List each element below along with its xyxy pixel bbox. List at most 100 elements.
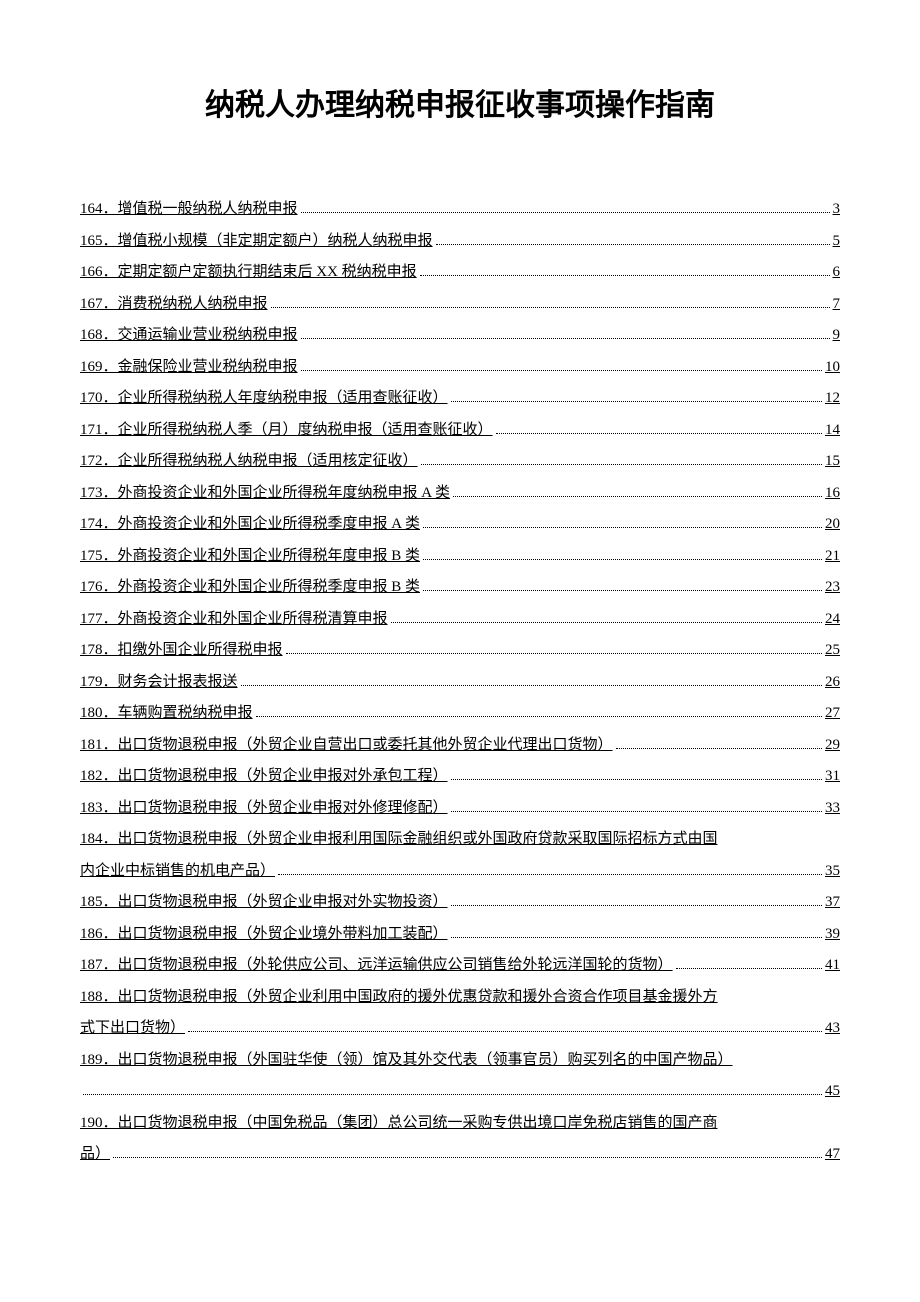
- toc-entry[interactable]: 186．出口货物退税申报（外贸企业境外带料加工装配） 39: [80, 919, 840, 951]
- toc-leader-dots: [451, 937, 822, 938]
- toc-leader-dots: [421, 464, 822, 465]
- toc-page-number: 39: [825, 919, 840, 951]
- toc-entry-label: 179．财务会计报表报送: [80, 667, 238, 699]
- toc-entry[interactable]: 167．消费税纳税人纳税申报 7: [80, 289, 840, 321]
- toc-leader-dots: [453, 496, 822, 497]
- toc-page-number: 41: [825, 950, 840, 982]
- toc-leader-dots: [301, 370, 822, 371]
- toc-entry-label: 166．定期定额户定额执行期结束后 XX 税纳税申报: [80, 257, 417, 289]
- toc-leader-dots: [241, 685, 822, 686]
- toc-leader-dots: [423, 559, 822, 560]
- toc-entry-label: 169．金融保险业营业税纳税申报: [80, 352, 298, 384]
- toc-entry[interactable]: 182．出口货物退税申报（外贸企业申报对外承包工程）31: [80, 761, 840, 793]
- toc-entry-label-cont: 式下出口货物）: [80, 1013, 185, 1045]
- toc-entry-label: 175．外商投资企业和外国企业所得税年度申报 B 类: [80, 541, 420, 573]
- toc-entry[interactable]: 176．外商投资企业和外国企业所得税季度申报 B 类 23: [80, 572, 840, 604]
- toc-entry-label: 181．出口货物退税申报（外贸企业自营出口或委托其他外贸企业代理出口货物）: [80, 730, 613, 762]
- toc-entry-label: 180．车辆购置税纳税申报: [80, 698, 253, 730]
- toc-leader-dots: [436, 244, 830, 245]
- toc-entry-label: 173．外商投资企业和外国企业所得税年度纳税申报 A 类: [80, 478, 450, 510]
- toc-entry[interactable]: 166．定期定额户定额执行期结束后 XX 税纳税申报 6: [80, 257, 840, 289]
- toc-entry[interactable]: 190．出口货物退税申报（中国免税品（集团）总公司统一采购专供出境口岸免税店销售…: [80, 1108, 840, 1171]
- toc-leader-dots: [451, 401, 822, 402]
- toc-entry-label: 172．企业所得税纳税人纳税申报（适用核定征收）: [80, 446, 418, 478]
- toc-entry[interactable]: 180．车辆购置税纳税申报 27: [80, 698, 840, 730]
- toc-entry-label: 168．交通运输业营业税纳税申报: [80, 320, 298, 352]
- toc-entry-label: 190．出口货物退税申报（中国免税品（集团）总公司统一采购专供出境口岸免税店销售…: [80, 1108, 840, 1140]
- toc-entry[interactable]: 165．增值税小规模（非定期定额户）纳税人纳税申报5: [80, 226, 840, 258]
- toc-leader-dots: [113, 1157, 822, 1158]
- toc-leader-dots: [391, 622, 822, 623]
- toc-leader-dots: [83, 1094, 822, 1095]
- toc-page-number: 35: [825, 856, 840, 888]
- toc-page-number: 37: [825, 887, 840, 919]
- toc-page-number: 25: [825, 635, 840, 667]
- toc-leader-dots: [451, 779, 822, 780]
- toc-entry[interactable]: 173．外商投资企业和外国企业所得税年度纳税申报 A 类 16: [80, 478, 840, 510]
- toc-entry[interactable]: 164．增值税一般纳税人纳税申报 3: [80, 194, 840, 226]
- toc-page-number: 21: [825, 541, 840, 573]
- toc-leader-dots: [616, 748, 822, 749]
- toc-leader-dots: [278, 874, 822, 875]
- toc-leader-dots: [301, 212, 830, 213]
- toc-page-number: 24: [825, 604, 840, 636]
- toc-leader-dots: [301, 338, 830, 339]
- toc-entry-label: 178．扣缴外国企业所得税申报: [80, 635, 283, 667]
- toc-page-number: 6: [833, 257, 841, 289]
- toc-entry-label-cont: 品）: [80, 1139, 110, 1171]
- toc-entry[interactable]: 179．财务会计报表报送26: [80, 667, 840, 699]
- toc-entry-label: 164．增值税一般纳税人纳税申报: [80, 194, 298, 226]
- toc-entry[interactable]: 177．外商投资企业和外国企业所得税清算申报 24: [80, 604, 840, 636]
- toc-leader-dots: [188, 1031, 822, 1032]
- toc-entry-label: 176．外商投资企业和外国企业所得税季度申报 B 类: [80, 572, 420, 604]
- toc-page-number: 43: [825, 1013, 840, 1045]
- toc-entry[interactable]: 183．出口货物退税申报（外贸企业申报对外修理修配） 33: [80, 793, 840, 825]
- toc-entry[interactable]: 175．外商投资企业和外国企业所得税年度申报 B 类 21: [80, 541, 840, 573]
- toc-entry[interactable]: 188．出口货物退税申报（外贸企业利用中国政府的援外优惠贷款和援外合资合作项目基…: [80, 982, 840, 1045]
- toc-entry[interactable]: 172．企业所得税纳税人纳税申报（适用核定征收） 15: [80, 446, 840, 478]
- toc-page-number: 16: [825, 478, 840, 510]
- toc-page-number: 29: [825, 730, 840, 762]
- toc-leader-dots: [496, 433, 822, 434]
- table-of-contents: 164．增值税一般纳税人纳税申报 3165．增值税小规模（非定期定额户）纳税人纳税…: [80, 194, 840, 1171]
- toc-leader-dots: [420, 275, 830, 276]
- toc-leader-dots: [256, 716, 822, 717]
- toc-entry[interactable]: 189．出口货物退税申报（外国驻华使（领）馆及其外交代表（领事官员）购买列名的中…: [80, 1045, 840, 1108]
- toc-page-number: 9: [833, 320, 841, 352]
- toc-entry[interactable]: 171．企业所得税纳税人季（月）度纳税申报（适用查账征收）14: [80, 415, 840, 447]
- toc-entry-label: 183．出口货物退税申报（外贸企业申报对外修理修配）: [80, 793, 448, 825]
- toc-entry-label: 182．出口货物退税申报（外贸企业申报对外承包工程）: [80, 761, 448, 793]
- toc-page-number: 27: [825, 698, 840, 730]
- document-title: 纳税人办理纳税申报征收事项操作指南: [80, 80, 840, 124]
- toc-entry[interactable]: 185．出口货物退税申报（外贸企业申报对外实物投资） 37: [80, 887, 840, 919]
- toc-entry-label: 170．企业所得税纳税人年度纳税申报（适用查账征收）: [80, 383, 448, 415]
- toc-entry[interactable]: 178．扣缴外国企业所得税申报 25: [80, 635, 840, 667]
- toc-page-number: 33: [825, 793, 840, 825]
- toc-page-number: 45: [825, 1076, 840, 1108]
- toc-page-number: 15: [825, 446, 840, 478]
- toc-leader-dots: [451, 905, 822, 906]
- toc-entry-label: 177．外商投资企业和外国企业所得税清算申报: [80, 604, 388, 636]
- toc-page-number: 3: [833, 194, 841, 226]
- toc-entry[interactable]: 174．外商投资企业和外国企业所得税季度申报 A 类20: [80, 509, 840, 541]
- toc-page-number: 23: [825, 572, 840, 604]
- toc-entry-label: 184．出口货物退税申报（外贸企业申报利用国际金融组织或外国政府贷款采取国际招标…: [80, 824, 840, 856]
- toc-entry[interactable]: 181．出口货物退税申报（外贸企业自营出口或委托其他外贸企业代理出口货物） 29: [80, 730, 840, 762]
- toc-entry-label: 167．消费税纳税人纳税申报: [80, 289, 268, 321]
- toc-page-number: 7: [833, 289, 841, 321]
- toc-page-number: 47: [825, 1139, 840, 1171]
- toc-entry[interactable]: 184．出口货物退税申报（外贸企业申报利用国际金融组织或外国政府贷款采取国际招标…: [80, 824, 840, 887]
- toc-entry-label-cont: 内企业中标销售的机电产品）: [80, 856, 275, 888]
- toc-leader-dots: [423, 590, 822, 591]
- toc-entry[interactable]: 187．出口货物退税申报（外轮供应公司、远洋运输供应公司销售给外轮远洋国轮的货物…: [80, 950, 840, 982]
- toc-page-number: 14: [825, 415, 840, 447]
- toc-entry[interactable]: 168．交通运输业营业税纳税申报 9: [80, 320, 840, 352]
- toc-entry-label: 185．出口货物退税申报（外贸企业申报对外实物投资）: [80, 887, 448, 919]
- toc-entry[interactable]: 169．金融保险业营业税纳税申报10: [80, 352, 840, 384]
- toc-leader-dots: [676, 968, 822, 969]
- toc-page-number: 5: [833, 226, 841, 258]
- toc-leader-dots: [451, 811, 822, 812]
- toc-entry[interactable]: 170．企业所得税纳税人年度纳税申报（适用查账征收）12: [80, 383, 840, 415]
- toc-entry-label: 186．出口货物退税申报（外贸企业境外带料加工装配）: [80, 919, 448, 951]
- toc-entry-label: 187．出口货物退税申报（外轮供应公司、远洋运输供应公司销售给外轮远洋国轮的货物…: [80, 950, 673, 982]
